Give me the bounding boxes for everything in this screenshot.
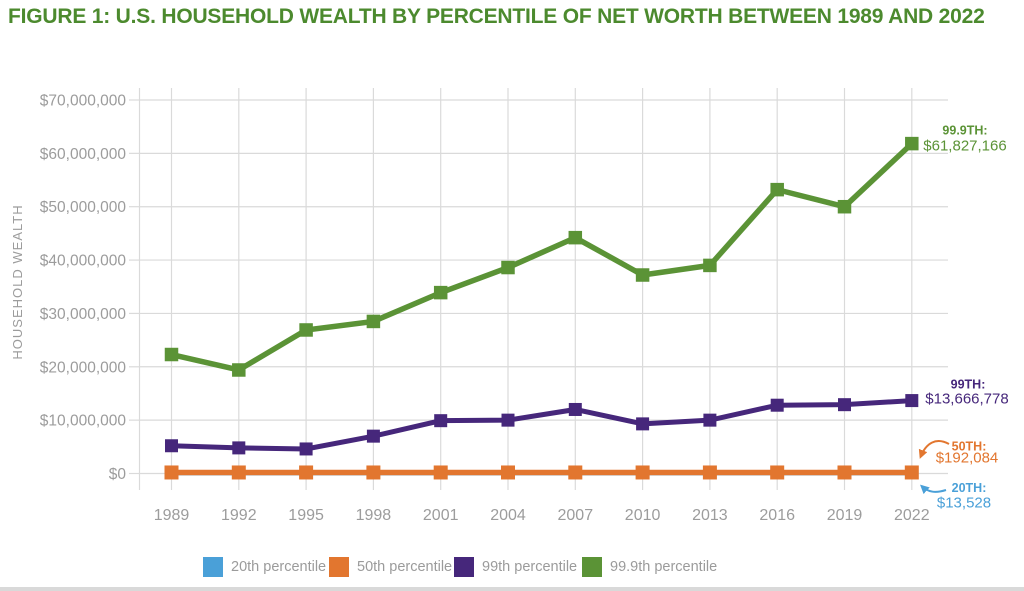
svg-text:2019: 2019 xyxy=(827,507,863,524)
svg-text:$0: $0 xyxy=(109,466,127,483)
annotation-value: $61,827,166 xyxy=(923,138,1006,155)
svg-text:1998: 1998 xyxy=(356,507,392,524)
svg-text:1992: 1992 xyxy=(221,507,257,524)
annotation-label: 50TH: xyxy=(952,440,987,454)
legend-swatch-20th xyxy=(203,557,223,577)
annotation-value: $13,666,778 xyxy=(925,391,1008,408)
svg-text:$30,000,000: $30,000,000 xyxy=(40,306,127,323)
svg-text:$70,000,000: $70,000,000 xyxy=(40,93,127,110)
svg-text:2016: 2016 xyxy=(759,507,795,524)
annotation-value: $192,084 xyxy=(936,450,999,467)
legend-swatch-99-9th xyxy=(582,557,602,577)
annotation-99-9th-percentile: 99.9TH: $61,827,166 xyxy=(923,124,1006,155)
svg-text:2010: 2010 xyxy=(625,507,661,524)
legend-item-50th-percentile: 50th percentile xyxy=(329,557,452,577)
annotation-50th-percentile: 50TH: $192,084 xyxy=(936,440,999,467)
legend-label: 20th percentile xyxy=(231,559,327,575)
legend-item-20th-percentile: 20th percentile xyxy=(203,557,326,577)
annotation-20th-percentile: 20TH: $13,528 xyxy=(937,481,991,512)
plot-area: 1989 1992 1995 1998 2001 2004 2007 2010 2013 2016… xyxy=(40,88,948,524)
legend-label: 50th percentile xyxy=(357,559,453,575)
legend-swatch-50th xyxy=(329,557,349,577)
svg-text:2022: 2022 xyxy=(894,507,930,524)
legend-swatch-99th xyxy=(454,557,474,577)
legend-label: 99.9th percentile xyxy=(610,559,718,575)
svg-text:2004: 2004 xyxy=(490,507,526,524)
legend-item-99-9th-percentile: 99.9th percentile xyxy=(582,557,717,577)
svg-text:1989: 1989 xyxy=(154,507,190,524)
svg-text:2007: 2007 xyxy=(558,507,594,524)
y-axis-title: HOUSEHOLD WEALTH xyxy=(10,204,25,359)
svg-text:2013: 2013 xyxy=(692,507,728,524)
annotation-arrow-50th xyxy=(918,440,950,459)
svg-text:$40,000,000: $40,000,000 xyxy=(40,253,127,270)
annotation-label: 99.9TH: xyxy=(942,124,987,138)
annotation-label: 20TH: xyxy=(952,481,987,495)
svg-text:$10,000,000: $10,000,000 xyxy=(40,413,127,430)
annotation-value: $13,528 xyxy=(937,495,991,512)
page-bottom-rule xyxy=(0,587,1024,591)
svg-text:$20,000,000: $20,000,000 xyxy=(40,359,127,376)
svg-text:2001: 2001 xyxy=(423,507,459,524)
figure-title: FIGURE 1: U.S. HOUSEHOLD WEALTH BY PERCE… xyxy=(8,5,985,28)
legend-label: 99th percentile xyxy=(482,559,578,575)
svg-text:$50,000,000: $50,000,000 xyxy=(40,199,127,216)
annotation-label: 99TH: xyxy=(951,378,986,392)
annotation-arrow-20th xyxy=(920,484,947,495)
annotation-99th-percentile: 99TH: $13,666,778 xyxy=(925,378,1008,408)
svg-text:1995: 1995 xyxy=(288,507,324,524)
svg-text:$60,000,000: $60,000,000 xyxy=(40,146,127,163)
legend-item-99th-percentile: 99th percentile xyxy=(454,557,577,577)
